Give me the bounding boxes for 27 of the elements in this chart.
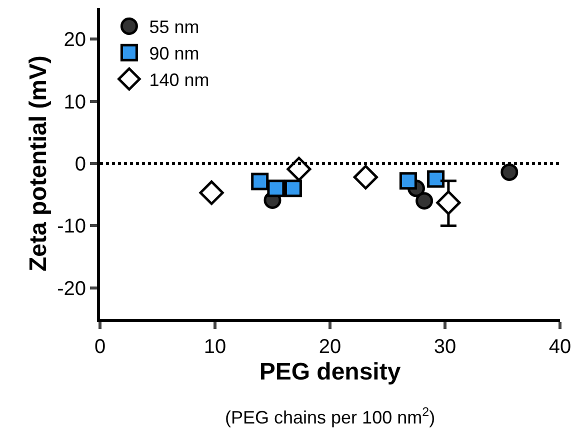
legend-label: 55 nm bbox=[149, 17, 200, 38]
point bbox=[284, 180, 302, 198]
point bbox=[427, 170, 445, 188]
point bbox=[353, 164, 378, 190]
y-axis-title: Zeta potential (mV) bbox=[25, 55, 52, 272]
y-tick-label: 0 bbox=[74, 154, 86, 176]
x-axis-title: PEG density bbox=[259, 358, 402, 386]
legend-label: 90 nm bbox=[149, 44, 200, 64]
x-tick-label: 40 bbox=[548, 336, 572, 358]
point bbox=[199, 180, 224, 206]
y-tick-label: 10 bbox=[64, 91, 86, 114]
point bbox=[267, 180, 285, 198]
legend-label: 140 nm bbox=[149, 70, 210, 90]
y-tick-label: -20 bbox=[57, 278, 86, 300]
x-tick-label: 20 bbox=[318, 336, 342, 358]
point bbox=[286, 156, 312, 182]
text: (PEG chains per 100 nm$^{2}$) bbox=[225, 405, 436, 428]
x-tick-label: 0 bbox=[94, 336, 106, 358]
point bbox=[416, 192, 434, 210]
y-tick-label: -10 bbox=[57, 216, 86, 238]
x-tick-label: 30 bbox=[434, 336, 456, 358]
point bbox=[251, 172, 269, 190]
y-tick-label: 20 bbox=[64, 29, 86, 52]
x-tick-label: 10 bbox=[204, 336, 226, 358]
point bbox=[436, 190, 461, 215]
point bbox=[500, 163, 518, 181]
point bbox=[399, 172, 417, 190]
